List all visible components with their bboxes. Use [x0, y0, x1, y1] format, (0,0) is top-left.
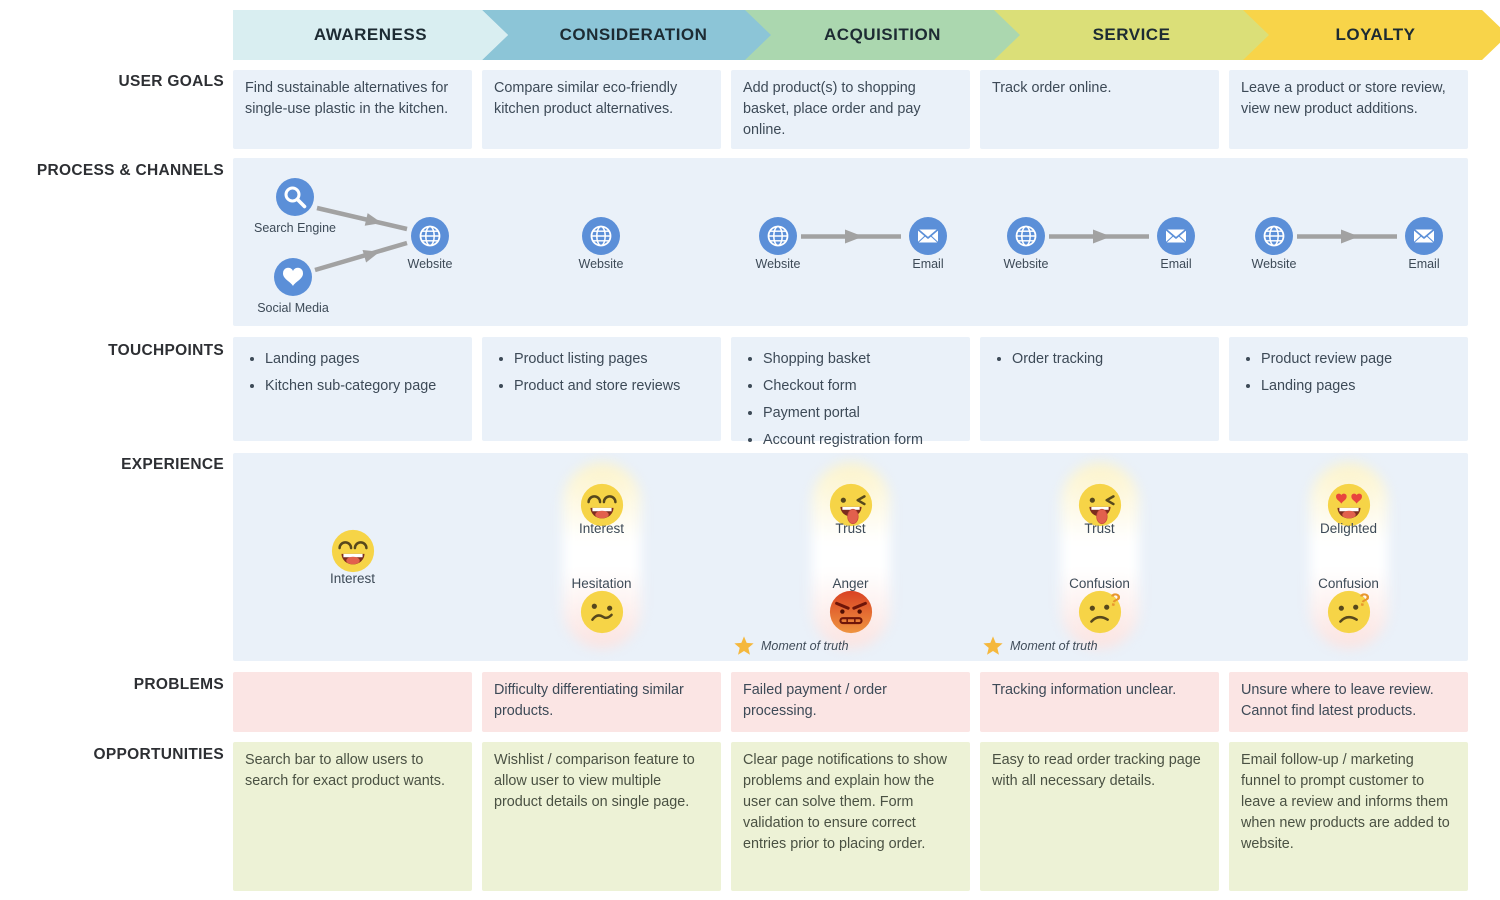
email-label: Email — [1160, 257, 1191, 271]
opportunity-consideration: Wishlist / comparison feature to allow u… — [482, 742, 721, 891]
search-engine-label: Search Engine — [254, 221, 336, 235]
touchpoint-item: Landing pages — [1261, 376, 1456, 397]
moment-of-truth-label: Moment of truth — [761, 639, 849, 653]
moment-of-truth-service: Moment of truth — [982, 635, 1098, 657]
emotion-label: Trust — [835, 521, 866, 536]
touchpoint-item: Checkout form — [763, 376, 958, 397]
row-label-problems: PROBLEMS — [133, 676, 224, 693]
emotion-label: Confusion — [1069, 576, 1130, 591]
stage-header-service: SERVICE — [980, 10, 1269, 60]
problem-loyalty: Unsure where to leave review. Cannot fin… — [1229, 672, 1468, 732]
problem-acquisition: Failed payment / order processing. — [731, 672, 970, 732]
interest-emoji-icon — [580, 483, 624, 527]
opportunity-acquisition: Clear page notifications to show problem… — [731, 742, 970, 891]
confusion-emoji-icon: ? — [1078, 589, 1123, 634]
trust-emoji-icon — [829, 483, 873, 527]
touchpoint-item: Shopping basket — [763, 349, 958, 370]
website-label: Website — [579, 257, 624, 271]
trust-emoji-icon — [1078, 483, 1122, 527]
hesitation-emoji-icon — [580, 590, 624, 634]
problem-awareness — [233, 672, 472, 732]
touchpoints-consideration: Product listing pages Product and store … — [482, 337, 721, 441]
touchpoint-item: Product listing pages — [514, 349, 709, 370]
svg-text:?: ? — [1107, 589, 1123, 611]
email-label: Email — [1408, 257, 1439, 271]
user-goal-acquisition: Add product(s) to shopping basket, place… — [731, 70, 970, 149]
emotion-label: Confusion — [1318, 576, 1379, 591]
opportunity-service: Easy to read order tracking page with al… — [980, 742, 1219, 891]
touchpoints-awareness: Landing pages Kitchen sub-category page — [233, 337, 472, 441]
touchpoint-item: Account registration form — [763, 430, 958, 451]
touchpoints-loyalty: Product review page Landing pages — [1229, 337, 1468, 441]
emotion-label: Interest — [578, 521, 625, 536]
stage-header-acquisition: ACQUISITION — [731, 10, 1020, 60]
user-goal-loyalty: Leave a product or store review, view ne… — [1229, 70, 1468, 149]
row-label-experience: EXPERIENCE — [121, 456, 224, 473]
social-media-label: Social Media — [257, 301, 329, 315]
delighted-emoji-icon — [1327, 483, 1371, 527]
touchpoint-item: Payment portal — [763, 403, 958, 424]
website-label: Website — [756, 257, 801, 271]
emotion-label: Anger — [832, 576, 869, 591]
confusion-emoji-icon: ? — [1327, 589, 1372, 634]
row-label-touchpoints: TOUCHPOINTS — [108, 342, 224, 359]
process-channels-diagram: Search Engine Social Media Website Websi… — [254, 176, 1444, 315]
star-icon — [734, 636, 754, 655]
touchpoint-item: Product review page — [1261, 349, 1456, 370]
touchpoint-item: Order tracking — [1012, 349, 1207, 370]
touchpoint-item: Kitchen sub-category page — [265, 376, 460, 397]
website-label: Website — [408, 257, 453, 271]
user-goal-consideration: Compare similar eco-friendly kitchen pro… — [482, 70, 721, 149]
emotion-label: Delighted — [1319, 521, 1378, 536]
website-label: Website — [1252, 257, 1297, 271]
moment-of-truth-label: Moment of truth — [1010, 639, 1098, 653]
problem-consideration: Difficulty differentiating similar produ… — [482, 672, 721, 732]
moment-of-truth-acquisition: Moment of truth — [733, 635, 849, 657]
touchpoint-item: Product and store reviews — [514, 376, 709, 397]
stage-header-consideration: CONSIDERATION — [482, 10, 771, 60]
user-goal-awareness: Find sustainable alternatives for single… — [233, 70, 472, 149]
opportunity-awareness: Search bar to allow users to search for … — [233, 742, 472, 891]
problem-service: Tracking information unclear. — [980, 672, 1219, 732]
website-label: Website — [1004, 257, 1049, 271]
emotion-label: Hesitation — [571, 576, 632, 591]
stage-header-loyalty: LOYALTY — [1229, 10, 1500, 60]
anger-emoji-icon — [829, 590, 873, 634]
touchpoint-item: Landing pages — [265, 349, 460, 370]
star-icon — [983, 636, 1003, 655]
emotion-label: Trust — [1084, 521, 1115, 536]
email-label: Email — [912, 257, 943, 271]
emotion-label: Interest — [329, 571, 376, 586]
row-label-process-channels: PROCESS & CHANNELS — [36, 162, 224, 179]
user-goal-service: Track order online. — [980, 70, 1219, 149]
stage-header-awareness: AWARENESS — [233, 10, 508, 60]
touchpoints-service: Order tracking — [980, 337, 1219, 441]
row-label-opportunities: OPPORTUNITIES — [93, 746, 224, 763]
svg-text:?: ? — [1356, 589, 1372, 611]
touchpoints-acquisition: Shopping basket Checkout form Payment po… — [731, 337, 970, 448]
opportunity-loyalty: Email follow-up / marketing funnel to pr… — [1229, 742, 1468, 891]
row-label-user-goals: USER GOALS — [118, 73, 224, 90]
interest-emoji-icon — [331, 529, 375, 573]
